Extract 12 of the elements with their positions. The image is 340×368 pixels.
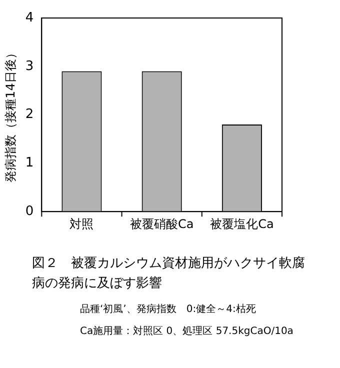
x-tick-label: 被覆硝酸Ca — [130, 216, 194, 231]
y-tick-label: 1 — [25, 156, 34, 171]
x-tick-label: 被覆塩化Ca — [210, 216, 274, 231]
text: Ca施用量：対照区 0、処理区 57.5kgCaO/10a — [79, 324, 294, 338]
y-tick-label: 4 — [25, 10, 34, 26]
y-tick-label: 0 — [25, 204, 34, 219]
y-axis-title: 発病指数（接種14日後） — [3, 47, 18, 182]
x-tick-label: 対照 — [70, 216, 94, 231]
y-tick-label: 2 — [25, 107, 34, 122]
text: 品種‘初風’、発病指数 0:健全～4:枯死 — [79, 302, 257, 316]
text: 図２ 被覆カルシウム資材施用がハクサイ軟腐病の発病に及ぼす影響 — [31, 255, 306, 293]
y-tick-label: 3 — [25, 58, 34, 74]
